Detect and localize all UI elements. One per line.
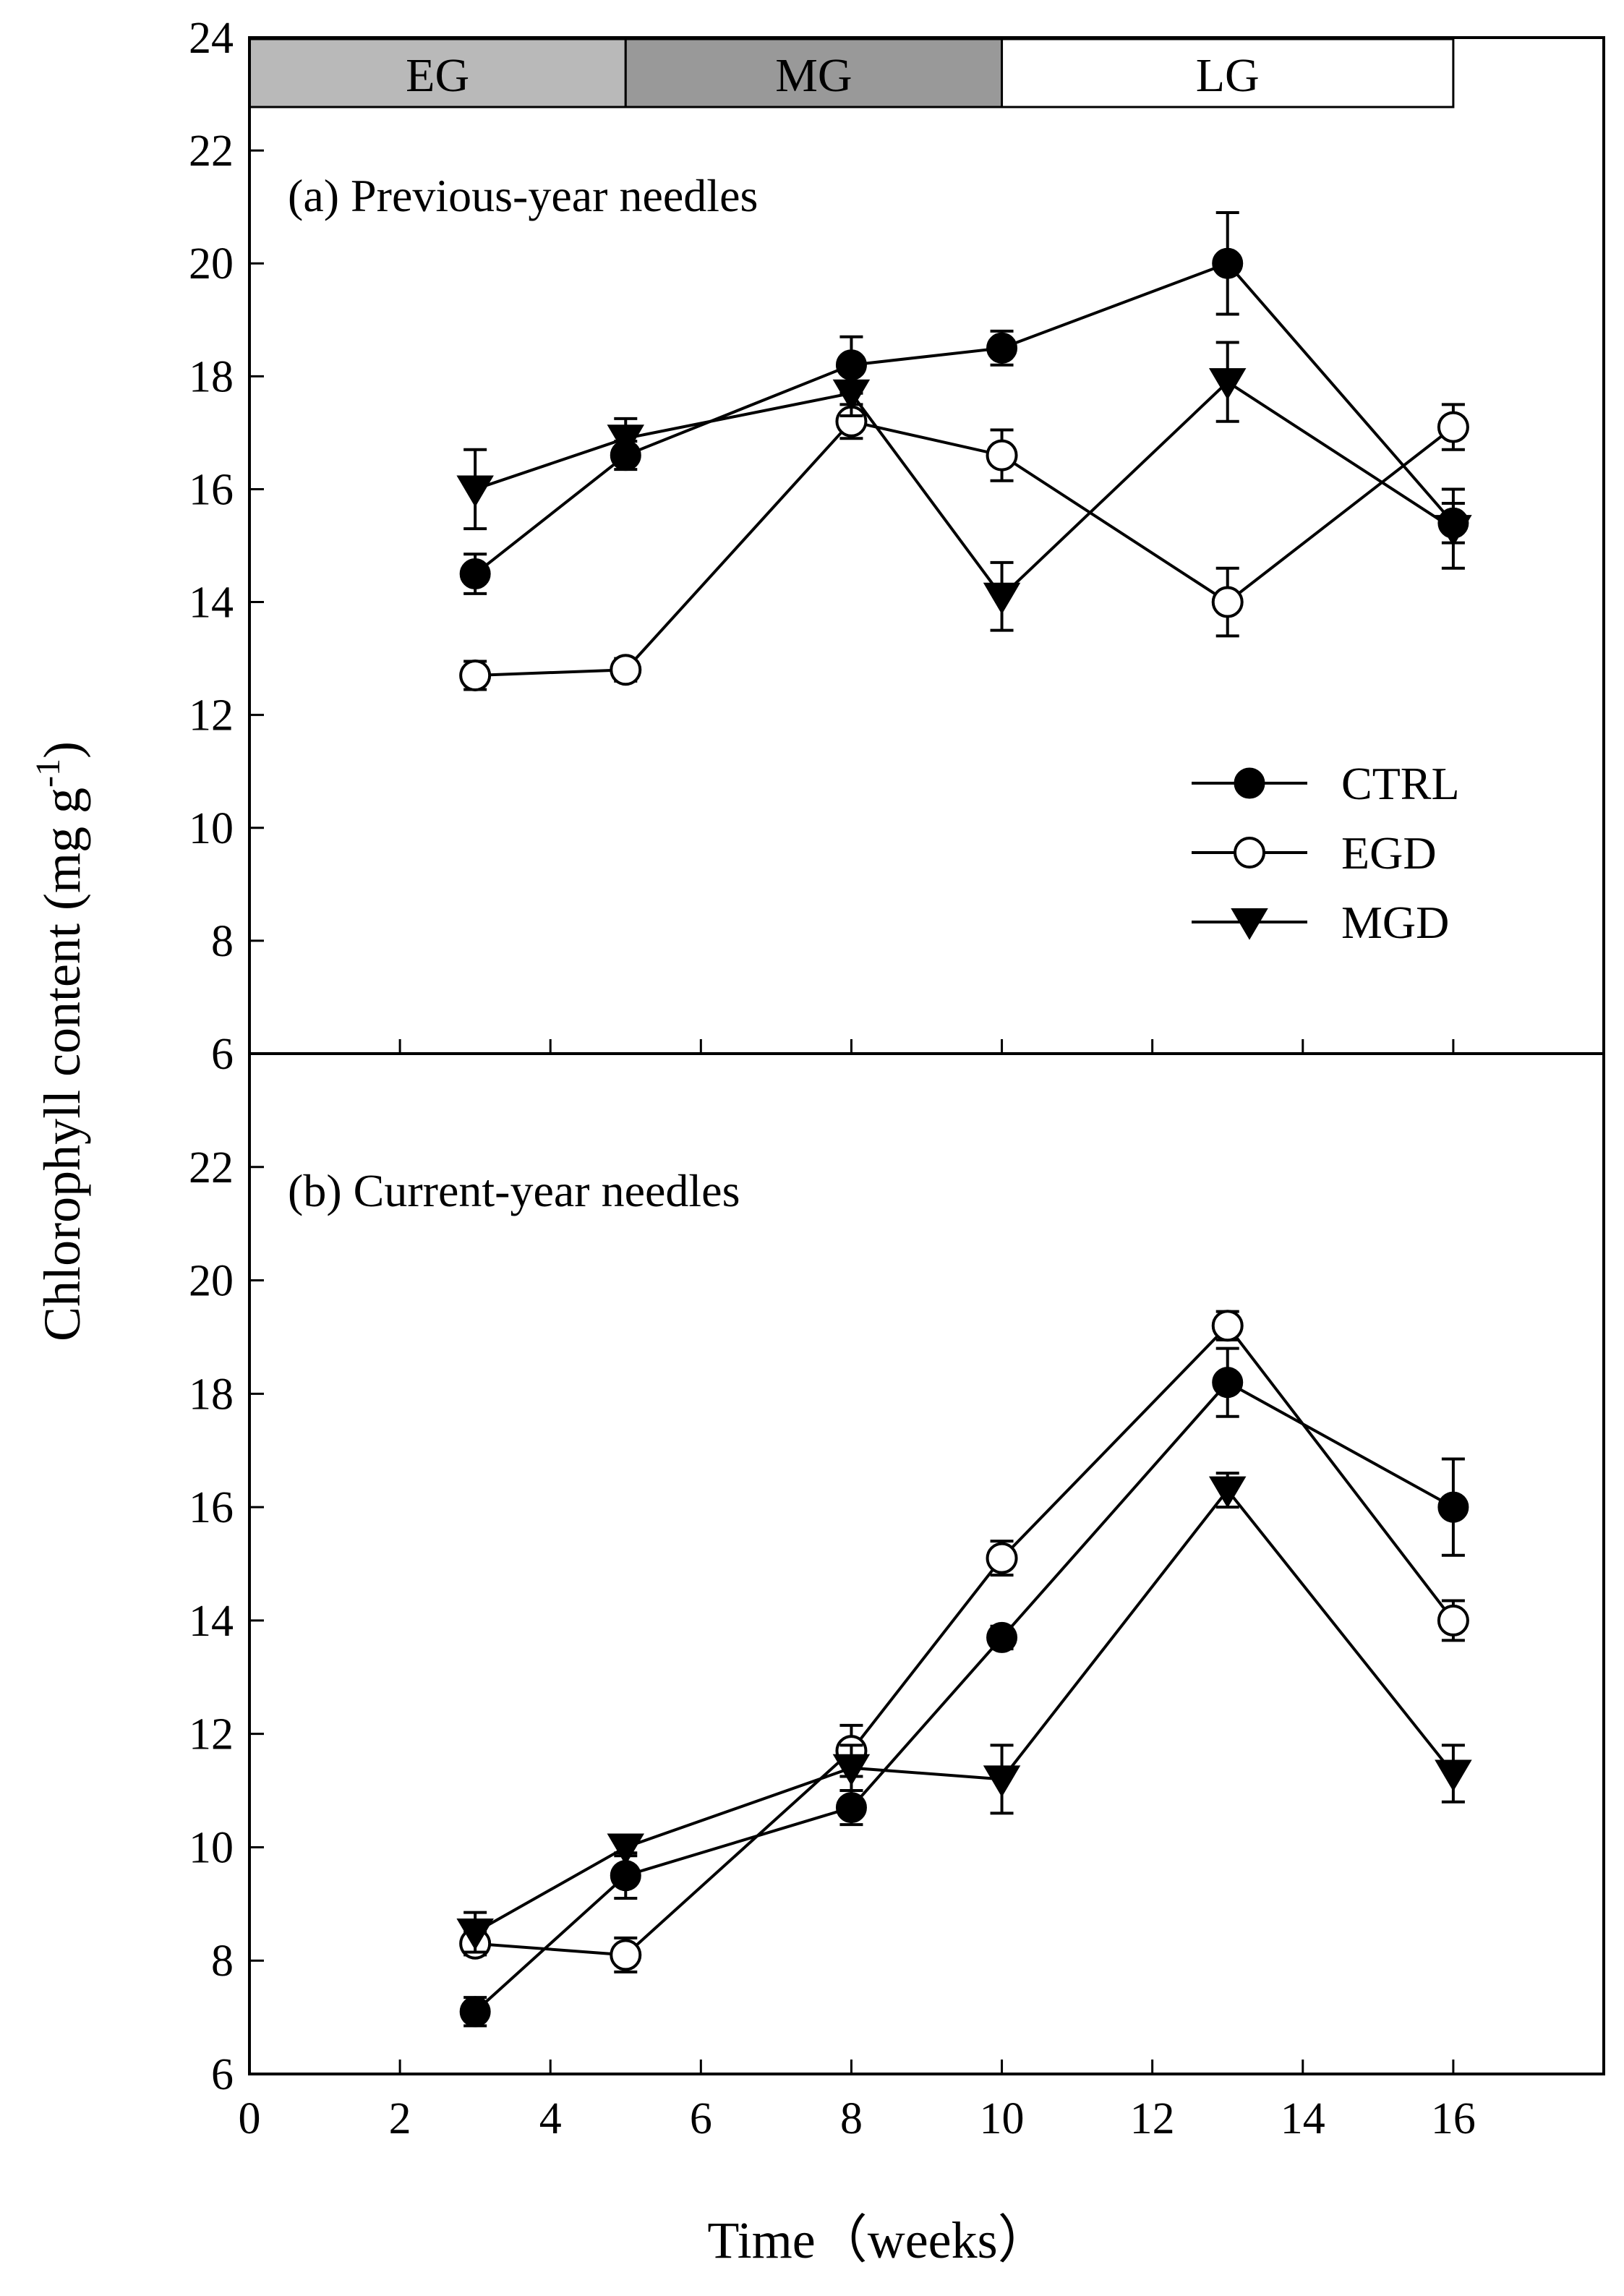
- data-point-ctrl: [986, 332, 1018, 364]
- data-point-egd: [1437, 411, 1469, 443]
- phase-band-eg: [248, 38, 627, 108]
- y-tick-label: 14: [189, 1597, 234, 1646]
- phase-band-mg: [624, 38, 1004, 108]
- data-point-egd: [1211, 1310, 1244, 1342]
- y-tick-label: 20: [189, 1257, 234, 1306]
- data-point-mgd: [832, 379, 871, 411]
- y-tick-label: 14: [189, 579, 234, 628]
- plot-frame-b: [248, 1052, 1605, 2075]
- y-tick-label: 22: [189, 127, 234, 176]
- data-point-mgd: [456, 475, 494, 508]
- phase-label-lg: LG: [1196, 49, 1260, 102]
- data-point-ctrl: [610, 1860, 641, 1892]
- data-point-mgd: [1435, 515, 1472, 547]
- data-point-mgd: [1208, 368, 1247, 400]
- data-point-mgd: [607, 1833, 645, 1866]
- data-point-ctrl: [1212, 1367, 1244, 1399]
- data-point-mgd: [607, 424, 645, 456]
- y-tick-label: 22: [189, 1143, 234, 1192]
- legend-marker-ctrl: [1234, 767, 1265, 799]
- series-line-mgd: [474, 380, 1454, 599]
- y-tick-label: 16: [189, 1483, 234, 1532]
- y-tick-label: 18: [189, 1370, 234, 1419]
- data-point-mgd: [1208, 1476, 1247, 1508]
- data-point-ctrl: [986, 1621, 1018, 1653]
- legend-label-mgd: MGD: [1341, 897, 1449, 948]
- data-point-mgd: [832, 1754, 871, 1786]
- legend-item-egd: EGD: [1192, 827, 1437, 879]
- phase-label-mg: MG: [775, 49, 852, 102]
- data-point-egd: [1211, 586, 1244, 618]
- panel-a: (a) Previous-year needles: [288, 170, 1472, 692]
- y-axis-title-main: Chlorophyll content (mg g: [33, 788, 91, 1341]
- series-egd-a: [459, 403, 1469, 692]
- chart-panels: (a) Previous-year needles (b) Current-yea…: [288, 170, 1472, 2028]
- data-point-egd: [610, 654, 642, 686]
- data-point-egd: [1437, 1604, 1469, 1636]
- series-mgd-b: [456, 1472, 1472, 1954]
- data-point-egd: [459, 660, 492, 692]
- growth-phase-bar: EG MG LG: [248, 38, 1455, 108]
- y-tick-label: 12: [189, 1710, 234, 1759]
- x-tick-label: 2: [389, 2094, 411, 2143]
- series-line-ctrl: [474, 1380, 1454, 2013]
- data-point-mgd: [983, 582, 1021, 615]
- data-point-ctrl: [459, 558, 491, 590]
- y-tick-label: 24: [189, 14, 234, 63]
- x-tick-label: 4: [539, 2094, 562, 2143]
- x-tick-label: 16: [1431, 2094, 1476, 2143]
- panel-b: (b) Current-year needles: [288, 1165, 1472, 2028]
- series-mgd-a: [456, 341, 1472, 632]
- panel-label-b: (b) Current-year needles: [288, 1165, 740, 1216]
- legend-label-egd: EGD: [1341, 827, 1437, 879]
- y-axis-title-close: ): [33, 741, 91, 759]
- legend: CTRL EGD MGD: [1192, 758, 1460, 948]
- data-point-mgd: [456, 1919, 494, 1950]
- data-point-ctrl: [1212, 247, 1244, 279]
- data-point-egd: [986, 1542, 1018, 1574]
- series-line-ctrl: [474, 261, 1455, 576]
- x-tick-label: 6: [690, 2094, 712, 2143]
- x-tick-label: 8: [840, 2094, 863, 2143]
- data-point-egd: [986, 439, 1018, 471]
- series-ctrl-b: [459, 1347, 1469, 2028]
- series-line-mgd: [474, 1488, 1455, 1934]
- series-ctrl-a: [459, 210, 1469, 595]
- series-line-egd: [475, 1323, 1455, 1957]
- legend-item-ctrl: CTRL: [1192, 758, 1460, 809]
- y-axis-title: Chlorophyll content (mg g-1): [29, 741, 91, 1341]
- y-tick-label: 6: [211, 2050, 234, 2099]
- y-tick-label: 6: [211, 1030, 234, 1079]
- data-point-ctrl: [835, 1792, 867, 1824]
- data-point-ctrl: [1437, 1491, 1469, 1523]
- phase-label-eg: EG: [406, 49, 469, 102]
- x-tick-label: 12: [1130, 2094, 1175, 2143]
- x-tick-label: 10: [980, 2094, 1025, 2143]
- x-axis-title: Time（weeks）: [707, 2211, 1049, 2269]
- legend-marker-egd: [1234, 837, 1265, 869]
- y-tick-label: 16: [189, 465, 234, 514]
- x-tick-label: 0: [239, 2094, 261, 2143]
- y-tick-label: 8: [211, 1937, 234, 1986]
- y-tick-label: 8: [211, 917, 234, 966]
- series-line-egd: [475, 419, 1455, 678]
- data-point-egd: [610, 1939, 642, 1971]
- legend-item-mgd: MGD: [1192, 897, 1449, 948]
- data-point-mgd: [1435, 1759, 1472, 1792]
- y-tick-label: 20: [189, 239, 234, 289]
- x-tick-label: 14: [1281, 2094, 1325, 2143]
- data-point-mgd: [983, 1765, 1021, 1798]
- legend-marker-mgd: [1231, 908, 1268, 940]
- y-tick-label: 10: [189, 804, 234, 853]
- legend-label-ctrl: CTRL: [1341, 758, 1460, 809]
- y-tick-label: 12: [189, 691, 234, 741]
- data-point-ctrl: [459, 1996, 491, 2028]
- y-tick-label: 10: [189, 1823, 234, 1872]
- y-axis-title-superscript: -1: [29, 759, 67, 788]
- y-tick-label: 18: [189, 352, 234, 401]
- panel-label-a: (a) Previous-year needles: [288, 170, 758, 221]
